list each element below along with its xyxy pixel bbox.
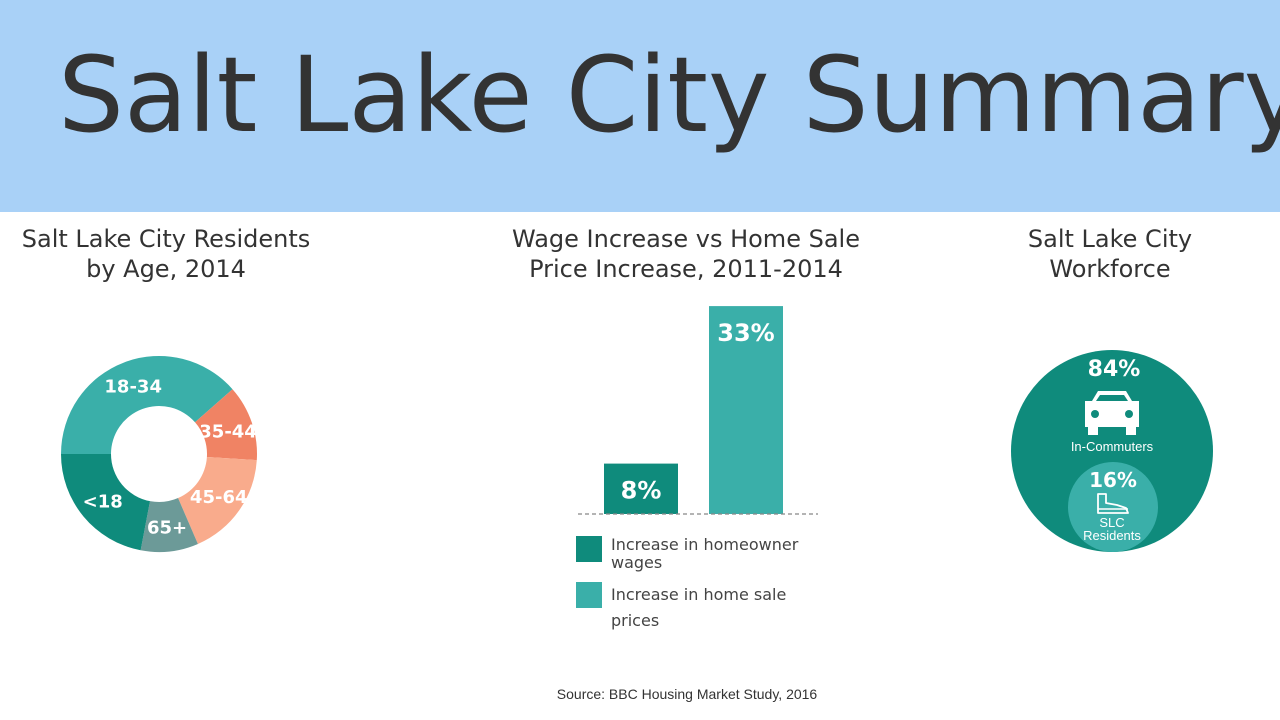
donut-slice-label-0: 18-34 xyxy=(104,377,162,398)
car-icon xyxy=(1085,391,1139,435)
bar-0 xyxy=(604,463,678,514)
legend-item-prices: Increase in home sale prices xyxy=(576,582,836,634)
bar-value-label-0: 8% xyxy=(621,477,662,505)
slc-residents-percent: 16% xyxy=(1089,468,1137,492)
donut-slice-label-3: 65+ xyxy=(147,518,187,539)
workforce-chart-title-line-1: Salt Lake City xyxy=(1027,225,1193,253)
wage-chart-legend: Increase in homeowner wages Increase in … xyxy=(576,536,836,644)
legend-swatch-wages xyxy=(576,536,602,562)
slc-residents-label-line-2: Residents xyxy=(1083,528,1141,543)
legend-label-wages-line-2: wages xyxy=(611,553,663,572)
workforce-outer-circle xyxy=(1011,350,1213,552)
donut-slice-label-2: 45-64 xyxy=(190,487,248,508)
age-chart-title-line-2: by Age, 2014 xyxy=(86,255,246,283)
in-commuters-label: In-Commuters xyxy=(1071,439,1154,454)
legend-swatch-prices xyxy=(576,582,602,608)
bar-1 xyxy=(709,306,783,514)
legend-item-wages: Increase in homeowner wages xyxy=(576,536,836,572)
workforce-chart-title: Salt Lake City Workforce xyxy=(990,224,1230,284)
slc-residents-label-line-1: SLC xyxy=(1099,515,1124,530)
donut-slice-1 xyxy=(195,389,257,461)
shoe-icon xyxy=(1097,493,1129,514)
donut-slice-0 xyxy=(61,356,233,454)
donut-slice-4 xyxy=(60,454,151,551)
legend-label-wages-line-1: Increase in homeowner xyxy=(611,535,799,554)
workforce-inner-circle xyxy=(1068,462,1158,552)
wage-bar-chart: 8% 33% xyxy=(578,306,818,515)
donut-slice-label-4: <18 xyxy=(83,492,123,513)
legend-label-prices: Increase in home sale prices xyxy=(611,585,787,630)
workforce-chart-title-line-2: Workforce xyxy=(1049,255,1171,283)
in-commuters-percent: 84% xyxy=(1088,357,1141,382)
donut-slice-3 xyxy=(140,498,198,553)
age-chart-title-line-1: Salt Lake City Residents xyxy=(21,225,311,253)
title-banner: Salt Lake City Summary xyxy=(0,0,1280,212)
age-chart-title: Salt Lake City Residents by Age, 2014 xyxy=(0,224,332,284)
wage-chart-title-line-2: Price Increase, 2011-2014 xyxy=(529,255,843,283)
bar-value-label-1: 33% xyxy=(717,319,774,347)
donut-slice-2 xyxy=(178,457,257,544)
wage-chart-title-line-1: Wage Increase vs Home Sale xyxy=(512,225,860,253)
donut-slice-label-1: 35-44 xyxy=(199,421,257,442)
workforce-chart: 84% In-Commuters 16% SLC Residents xyxy=(1011,350,1213,552)
wage-chart-title: Wage Increase vs Home Sale Price Increas… xyxy=(486,224,886,284)
page-title: Salt Lake City Summary xyxy=(58,34,1280,156)
source-note: Source: BBC Housing Market Study, 2016 xyxy=(556,686,818,702)
